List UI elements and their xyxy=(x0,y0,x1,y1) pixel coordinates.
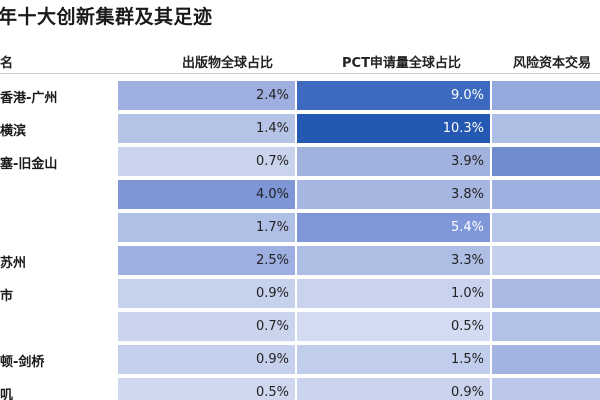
vc-share-cell xyxy=(492,378,600,400)
pct-share-cell: 10.3% xyxy=(297,114,490,143)
table-row: 0.7% 0.5% xyxy=(0,312,600,341)
cluster-name: 市 xyxy=(0,289,14,304)
vc-share-cell xyxy=(492,213,600,242)
publications-share-cell: 1.7% xyxy=(118,213,295,242)
table-header: 名 出版物全球占比 PCT申请量全球占比 风险资本交易 xyxy=(0,46,600,74)
publications-share-cell: 0.9% xyxy=(118,279,295,308)
publications-share-cell: 2.4% xyxy=(118,81,295,110)
header-name: 名 xyxy=(0,56,14,71)
table-row: 横滨 1.4% 10.3% xyxy=(0,114,600,143)
vc-share-cell xyxy=(492,246,600,275)
table-row: 4.0% 3.8% xyxy=(0,180,600,209)
cluster-name: 叽 xyxy=(0,388,14,400)
publications-share-cell: 0.5% xyxy=(118,378,295,400)
pct-share-cell: 3.9% xyxy=(297,147,490,176)
pct-share-cell: 1.5% xyxy=(297,345,490,374)
pct-share-cell: 5.4% xyxy=(297,213,490,242)
table-row: 香港-广州 2.4% 9.0% xyxy=(0,81,600,110)
vc-share-cell xyxy=(492,312,600,341)
vc-share-cell xyxy=(492,81,600,110)
pct-share-cell: 0.9% xyxy=(297,378,490,400)
publications-share-cell: 0.7% xyxy=(118,312,295,341)
vc-share-cell xyxy=(492,114,600,143)
publications-share-cell: 4.0% xyxy=(118,180,295,209)
table-row: 苏州 2.5% 3.3% xyxy=(0,246,600,275)
table-row: 市 0.9% 1.0% xyxy=(0,279,600,308)
vc-share-cell xyxy=(492,180,600,209)
pct-share-cell: 0.5% xyxy=(297,312,490,341)
cluster-name: 香港-广州 xyxy=(0,91,58,106)
header-vc: 风险资本交易 xyxy=(513,56,592,71)
table-row: 顿-剑桥 0.9% 1.5% xyxy=(0,345,600,374)
pct-share-cell: 3.8% xyxy=(297,180,490,209)
header-publications: 出版物全球占比 xyxy=(182,56,274,71)
vc-share-cell xyxy=(492,147,600,176)
vc-share-cell xyxy=(492,279,600,308)
pct-share-cell: 1.0% xyxy=(297,279,490,308)
publications-share-cell: 1.4% xyxy=(118,114,295,143)
page-title: 年十大创新集群及其足迹 xyxy=(0,6,213,28)
cluster-name: 塞-旧金山 xyxy=(0,157,58,172)
publications-share-cell: 0.7% xyxy=(118,147,295,176)
cluster-name: 顿-剑桥 xyxy=(0,355,45,370)
pct-share-cell: 3.3% xyxy=(297,246,490,275)
table-row: 塞-旧金山 0.7% 3.9% xyxy=(0,147,600,176)
header-pct: PCT申请量全球占比 xyxy=(342,56,461,71)
pct-share-cell: 9.0% xyxy=(297,81,490,110)
table-row: 叽 0.5% 0.9% xyxy=(0,378,600,400)
vc-share-cell xyxy=(492,345,600,374)
table-row: 1.7% 5.4% xyxy=(0,213,600,242)
publications-share-cell: 2.5% xyxy=(118,246,295,275)
cluster-name: 苏州 xyxy=(0,256,27,271)
cluster-name: 横滨 xyxy=(0,124,27,139)
publications-share-cell: 0.9% xyxy=(118,345,295,374)
